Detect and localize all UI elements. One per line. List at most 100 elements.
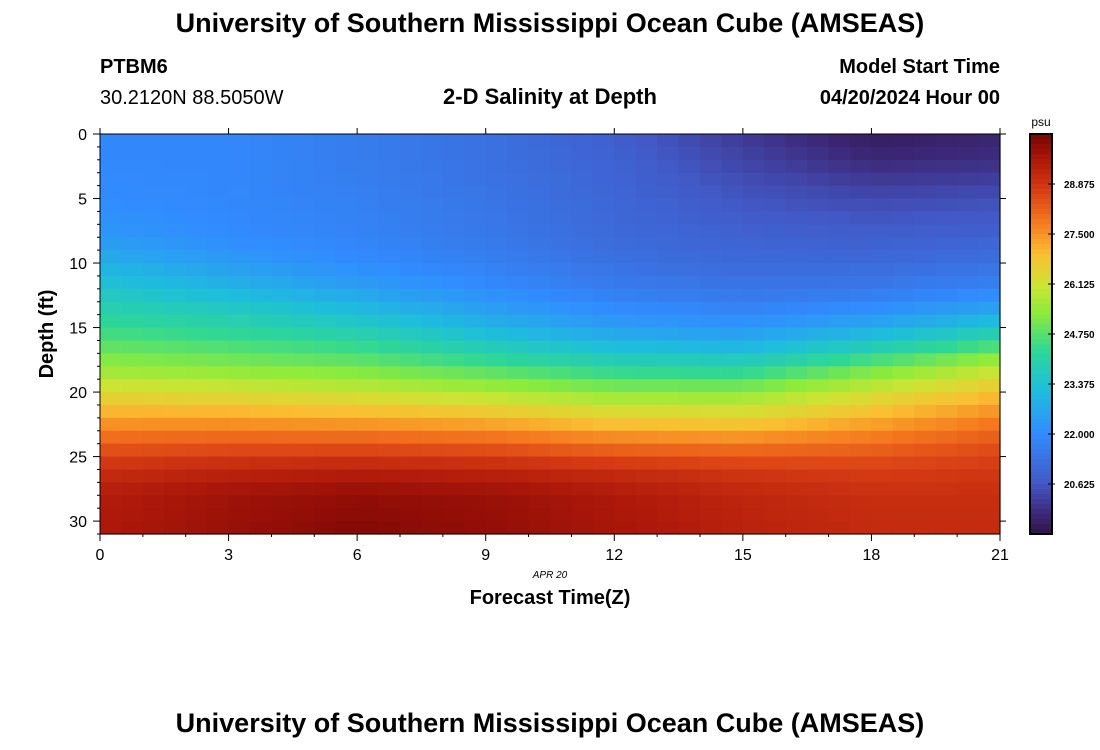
heatmap-cell [507, 275, 530, 290]
heatmap-cell [850, 430, 873, 445]
heatmap-cell [528, 443, 551, 458]
heatmap-cell [571, 159, 594, 174]
heatmap-cell [850, 250, 873, 264]
heatmap-cell [700, 340, 723, 354]
heatmap-cell [207, 366, 230, 380]
heatmap-cell [250, 366, 273, 380]
heatmap-cell [550, 198, 573, 213]
heatmap-cell [421, 482, 444, 496]
heatmap-cell [721, 146, 744, 161]
heatmap-cell [228, 443, 251, 458]
heatmap-cell [207, 521, 230, 535]
station-coordinates: 30.2120N 88.5050W [100, 87, 284, 109]
heatmap-cell [485, 314, 508, 329]
heatmap-cell [935, 353, 958, 367]
heatmap-cell [121, 340, 144, 354]
heatmap-cell [850, 237, 873, 251]
heatmap-cell [592, 495, 615, 509]
heatmap-cell [892, 288, 915, 303]
heatmap-cell [657, 404, 680, 419]
heatmap-cell [164, 172, 187, 187]
heatmap-cell [378, 224, 401, 238]
heatmap-cell [657, 456, 680, 471]
heatmap-cell [678, 521, 701, 535]
heatmap-cell [678, 314, 701, 329]
heatmap-cell [764, 327, 787, 342]
colorbar-segment [1030, 279, 1052, 285]
heatmap-cell [871, 404, 894, 419]
heatmap-cell [957, 482, 980, 496]
heatmap-cell [892, 353, 915, 367]
heatmap-cell [442, 327, 465, 342]
heatmap-cell [957, 314, 980, 329]
heatmap-cell [892, 417, 915, 432]
heatmap-cell [207, 288, 230, 303]
heatmap-cell [571, 340, 594, 354]
heatmap-cell [250, 224, 273, 238]
heatmap-cell [935, 482, 958, 496]
heatmap-cell [400, 469, 423, 483]
heatmap-cell [678, 301, 701, 316]
heatmap-cell [850, 146, 873, 161]
heatmap-cell [357, 314, 380, 329]
heatmap-cell [335, 250, 358, 264]
heatmap-cell [400, 392, 423, 406]
heatmap-cell [314, 366, 337, 380]
heatmap-cell [400, 211, 423, 225]
heatmap-cell [592, 456, 615, 471]
heatmap-cell [442, 430, 465, 445]
heatmap-cell [592, 379, 615, 393]
heatmap-cell [207, 482, 230, 496]
heatmap-cell [571, 237, 594, 251]
heatmap-cell [678, 263, 701, 277]
heatmap-cell [357, 327, 380, 342]
heatmap-cell [914, 404, 937, 419]
heatmap-cell [507, 263, 530, 277]
heatmap-cell [121, 263, 144, 277]
heatmap-cell [292, 482, 315, 496]
heatmap-cell [164, 314, 187, 329]
heatmap-cell [421, 521, 444, 535]
heatmap-cell [185, 146, 208, 161]
heatmap-cell [657, 379, 680, 393]
heatmap-cell [250, 237, 273, 251]
heatmap-cell [250, 134, 273, 148]
heatmap-cell [485, 379, 508, 393]
heatmap-cell [614, 198, 637, 213]
heatmap-cell [292, 417, 315, 432]
heatmap-cell [807, 340, 830, 354]
heatmap-cell [400, 237, 423, 251]
heatmap-cell [614, 327, 637, 342]
heatmap-cell [228, 314, 251, 329]
heatmap-cell [400, 301, 423, 316]
heatmap-cell [528, 327, 551, 342]
heatmap-cell [914, 263, 937, 277]
heatmap-cell [550, 327, 573, 342]
heatmap-cell [400, 146, 423, 161]
heatmap-cell [957, 521, 980, 535]
heatmap-cell [935, 366, 958, 380]
heatmap-cell [378, 417, 401, 432]
heatmap-cell [914, 469, 937, 483]
heatmap-cell [635, 366, 658, 380]
heatmap-cell [742, 250, 765, 264]
heatmap-cell [807, 275, 830, 290]
heatmap-cell [850, 340, 873, 354]
heatmap-cell [271, 366, 294, 380]
heatmap-cell [871, 521, 894, 535]
heatmap-cell [142, 469, 165, 483]
heatmap-cell [485, 366, 508, 380]
heatmap-cell [164, 495, 187, 509]
heatmap-cell [185, 327, 208, 342]
heatmap-cell [250, 495, 273, 509]
plot-frame [99, 133, 1001, 535]
heatmap-cell [614, 353, 637, 367]
heatmap-cell [721, 237, 744, 251]
heatmap-cell [957, 185, 980, 200]
heatmap-cell [807, 469, 830, 483]
heatmap-cell [635, 185, 658, 200]
heatmap-cell [164, 211, 187, 225]
heatmap-cell [807, 172, 830, 187]
heatmap-cell [357, 417, 380, 432]
chart-subtitle: 2-D Salinity at Depth [443, 84, 657, 109]
